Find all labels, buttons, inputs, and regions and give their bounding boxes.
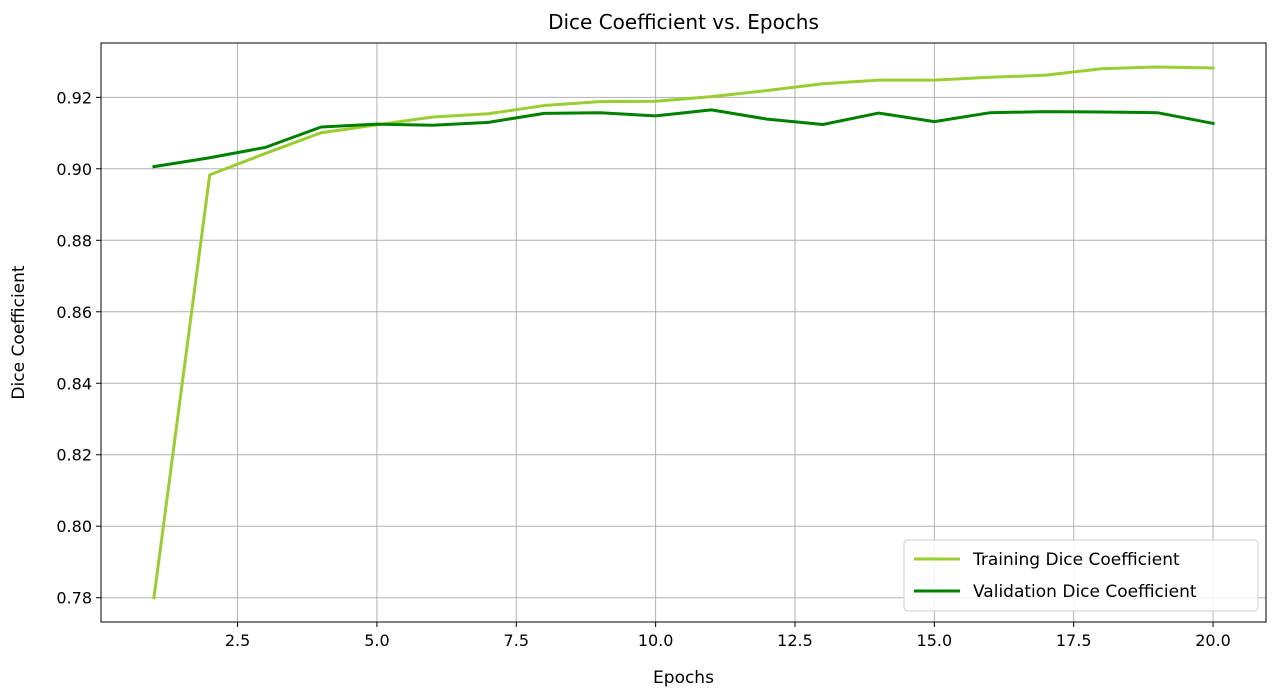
x-tick-label: 15.0 bbox=[917, 631, 953, 650]
y-tick-label: 0.84 bbox=[56, 374, 92, 393]
x-tick-label: 17.5 bbox=[1056, 631, 1092, 650]
series-layer bbox=[152, 65, 1215, 600]
x-tick-label: 7.5 bbox=[504, 631, 529, 650]
chart-title: Dice Coefficient vs. Epochs bbox=[548, 10, 819, 34]
legend-label: Training Dice Coefficient bbox=[972, 550, 1180, 570]
y-tick-label: 0.86 bbox=[56, 303, 92, 322]
y-axis-label: Dice Coefficient bbox=[9, 265, 29, 399]
grid-layer bbox=[101, 43, 1266, 622]
plot-frame bbox=[100, 42, 1267, 623]
x-tick-label: 10.0 bbox=[638, 631, 674, 650]
y-tick-label: 0.92 bbox=[56, 88, 92, 107]
x-tick-label: 5.0 bbox=[364, 631, 389, 650]
legend-label: Validation Dice Coefficient bbox=[973, 582, 1197, 602]
y-tick-label: 0.78 bbox=[56, 589, 92, 608]
y-tick-label: 0.90 bbox=[56, 160, 92, 179]
x-tick-label: 2.5 bbox=[225, 631, 250, 650]
legend: Training Dice Coefficient Validation Dice… bbox=[903, 539, 1259, 612]
x-axis-label: Epochs bbox=[653, 668, 714, 688]
validation-dice-line bbox=[152, 108, 1215, 169]
y-tick-label: 0.80 bbox=[56, 517, 92, 536]
y-tick-label: 0.82 bbox=[56, 446, 92, 465]
x-tick-label: 20.0 bbox=[1195, 631, 1231, 650]
legend-box bbox=[903, 539, 1259, 612]
ticks-layer: 2.5 5.0 7.5 10.0 12.5 15.0 17.5 20.0 0.78 0.80 0.8… bbox=[56, 88, 1230, 650]
y-tick-label: 0.88 bbox=[56, 231, 92, 250]
training-dice-line bbox=[152, 65, 1215, 600]
x-tick-label: 12.5 bbox=[777, 631, 813, 650]
